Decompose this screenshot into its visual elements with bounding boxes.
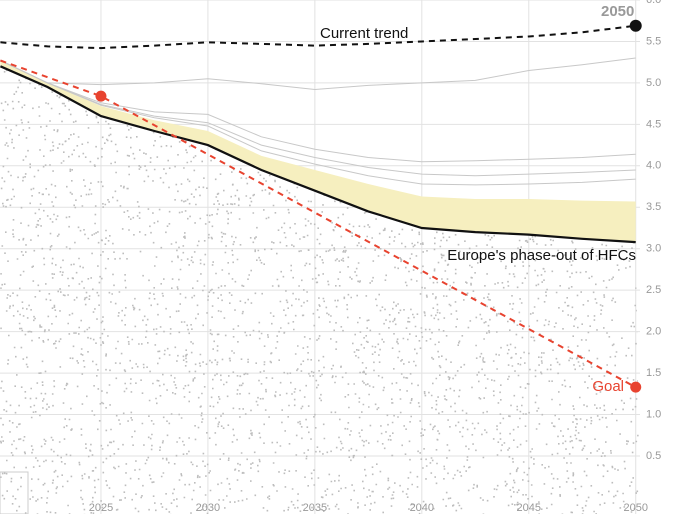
- scenario-line: [0, 60, 636, 163]
- goal-marker: [95, 90, 107, 102]
- x-tick-label: 2050: [623, 502, 647, 514]
- series-line: [0, 65, 636, 244]
- y-tick-label: 2.5: [646, 284, 661, 296]
- y-tick-label: 4.5: [646, 118, 661, 130]
- scenario-line: [0, 57, 636, 91]
- x-tick-label: 2035: [303, 502, 327, 514]
- y-tick-label: 5.5: [646, 35, 661, 47]
- y-tick-label: 3.0: [646, 243, 661, 255]
- end-label: 2050: [601, 3, 634, 20]
- goal-label: Goal: [592, 378, 624, 395]
- end-marker: [629, 19, 642, 32]
- y-tick-label: 4.0: [646, 160, 661, 172]
- goal-marker: [630, 381, 642, 393]
- x-tick-label: 2040: [410, 502, 434, 514]
- y-tick-label: 2.0: [646, 326, 661, 338]
- y-tick-label: 0.5: [646, 450, 661, 462]
- plot: [0, 19, 642, 514]
- europe-label: Europe's phase-out of HFCs: [447, 247, 636, 264]
- y-tick-label: 5.0: [646, 77, 661, 89]
- y-tick-label: 6.0: [646, 0, 661, 6]
- scenario-line: [0, 60, 636, 186]
- scenario-line: [0, 60, 636, 177]
- goal-line: [0, 59, 637, 389]
- x-tick-label: 2030: [196, 502, 220, 514]
- y-tick-label: 3.5: [646, 201, 661, 213]
- y-tick-label: 1.5: [646, 367, 661, 379]
- x-tick-label: 2045: [517, 502, 541, 514]
- y-tick-label: 1.0: [646, 408, 661, 420]
- x-tick-label: 2025: [89, 502, 113, 514]
- band: [0, 60, 636, 243]
- current-trend-label: Current trend: [320, 25, 408, 42]
- series-line: [0, 24, 636, 50]
- corner-box: [0, 471, 29, 514]
